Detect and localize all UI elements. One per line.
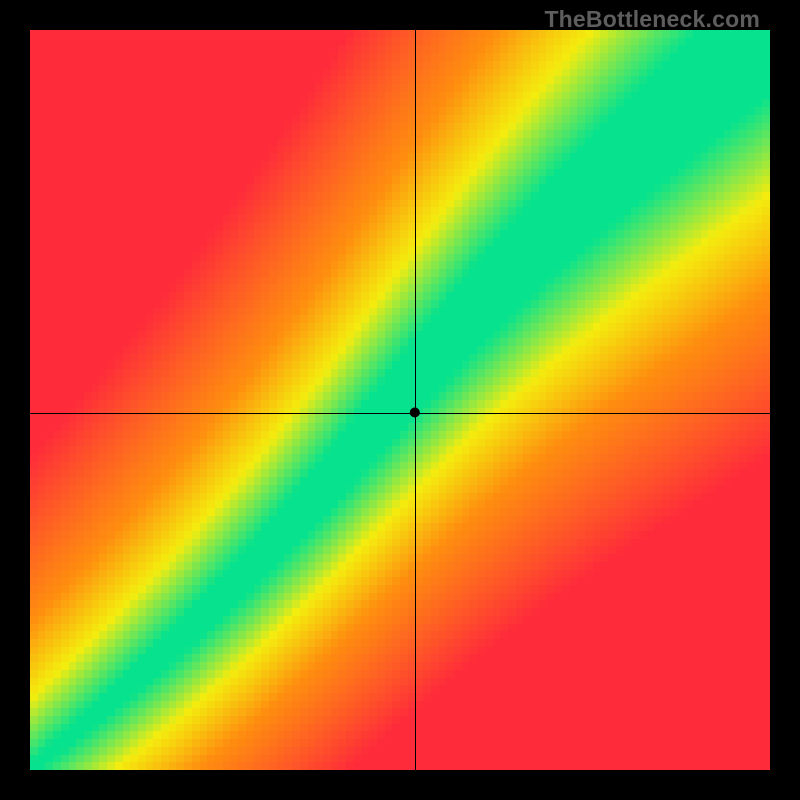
watermark-text: TheBottleneck.com [544, 6, 760, 33]
bottleneck-heatmap [0, 0, 800, 800]
chart-frame: { "watermark": { "text": "TheBottleneck.… [0, 0, 800, 800]
